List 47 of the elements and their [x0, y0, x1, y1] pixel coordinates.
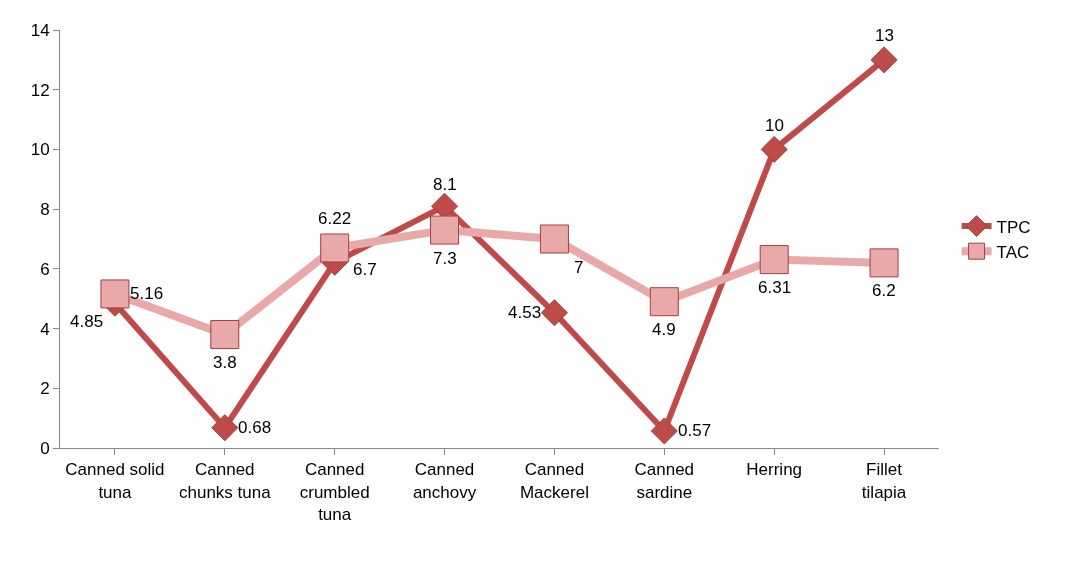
- point: [320, 233, 350, 263]
- x-tick-label: Herring: [746, 460, 803, 480]
- data-label: 4.53: [508, 303, 542, 322]
- point: [759, 245, 789, 275]
- x-tick-label: Canned crumbled tuna: [299, 460, 370, 524]
- data-label: 4.9: [652, 320, 676, 339]
- data-label: 0.68: [238, 418, 272, 437]
- data-label: 0.57: [678, 421, 712, 440]
- y-tick-label: 10: [30, 140, 50, 160]
- data-label: 8.1: [433, 175, 457, 194]
- x-tick-label: Canned Mackerel: [519, 460, 589, 502]
- point: [870, 46, 898, 74]
- point: [540, 299, 568, 327]
- legend-label: TPC: [996, 217, 1031, 237]
- y-tick-label: 0: [40, 438, 50, 458]
- point: [650, 417, 678, 445]
- point: [539, 224, 569, 254]
- y-tick-label: 2: [40, 379, 50, 399]
- y-tick-label: 14: [30, 20, 50, 40]
- data-label: 6.2: [872, 281, 896, 300]
- x-tick-label: Canned sardine: [634, 460, 695, 502]
- data-label: 4.85: [70, 312, 104, 331]
- data-label: 3.8: [213, 353, 237, 372]
- data-label: 6.7: [353, 260, 377, 279]
- x-tick-label: Canned anchovy: [412, 460, 477, 502]
- point: [430, 215, 460, 245]
- x-tick-label: Canned solid tuna: [65, 460, 165, 502]
- point: [649, 287, 679, 317]
- data-label: 7: [574, 258, 584, 277]
- point: [869, 248, 899, 278]
- y-tick-label: 6: [40, 259, 50, 279]
- y-tick-label: 12: [30, 80, 50, 100]
- point: [100, 279, 130, 309]
- data-label: 13: [875, 26, 894, 45]
- x-tick-label: Fillet tilapia: [861, 460, 907, 502]
- data-label: 6.22: [318, 209, 352, 228]
- data-label: 7.3: [433, 249, 457, 268]
- y-tick-label: 4: [40, 319, 50, 339]
- point: [211, 414, 239, 442]
- data-label: 10: [765, 116, 784, 135]
- point: [760, 135, 788, 163]
- x-tick-label: Canned chunks tuna: [178, 460, 272, 502]
- legend-label: TAC: [996, 242, 1030, 262]
- y-tick-label: 8: [40, 200, 50, 220]
- data-label: 6.31: [758, 278, 792, 297]
- point: [210, 320, 240, 350]
- data-label: 5.16: [130, 284, 164, 303]
